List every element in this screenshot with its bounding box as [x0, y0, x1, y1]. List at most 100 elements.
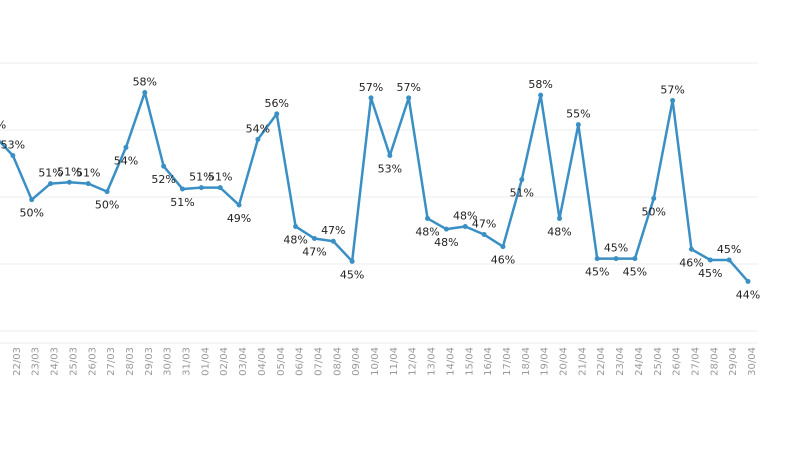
point	[198, 185, 204, 191]
point	[29, 197, 35, 203]
point	[726, 257, 732, 263]
value-label: 58%	[133, 75, 157, 88]
x-tick-label: 13/04	[427, 347, 438, 376]
value-label: 51%	[510, 187, 534, 200]
value-label: 49%	[227, 212, 251, 225]
value-label: 55%	[0, 118, 6, 131]
value-label: 57%	[359, 81, 383, 94]
point	[519, 177, 525, 183]
value-label: 50%	[642, 205, 666, 218]
x-tick-label: 17/04	[502, 347, 513, 376]
point	[651, 195, 657, 201]
value-label: 57%	[396, 81, 420, 94]
x-tick-label: 24/03	[50, 347, 61, 376]
value-label: 51%	[76, 167, 100, 180]
x-tick-label: 22/03	[12, 347, 23, 376]
x-tick-label: 08/04	[332, 347, 343, 376]
x-tick-label: 07/04	[313, 347, 324, 376]
value-label: 48%	[453, 209, 477, 222]
x-tick-label: 29/03	[144, 347, 155, 376]
value-label: 48%	[434, 236, 458, 249]
value-label: 48%	[415, 225, 439, 238]
value-label: 56%	[265, 97, 289, 110]
value-label: 53%	[1, 138, 25, 151]
point	[688, 246, 694, 252]
value-label: 50%	[19, 207, 43, 220]
x-tick-label: 25/04	[653, 347, 664, 376]
x-tick-label: 25/03	[68, 347, 79, 376]
x-tick-label: 21/04	[577, 347, 588, 376]
value-label: 45%	[340, 268, 364, 281]
value-label: 55%	[566, 108, 590, 121]
point	[425, 215, 431, 221]
point	[180, 186, 185, 192]
value-label: 58%	[528, 78, 552, 91]
value-label: 57%	[660, 84, 684, 97]
x-tick-label: 26/03	[87, 347, 98, 376]
point	[330, 238, 336, 244]
x-tick-label: 16/04	[483, 347, 494, 376]
point	[236, 202, 242, 208]
x-tick-label: 15/04	[464, 347, 475, 376]
point	[311, 236, 317, 242]
x-tick-label: 10/04	[370, 347, 381, 376]
point	[104, 189, 110, 195]
x-tick-label: 29/04	[728, 347, 739, 376]
value-label: 45%	[585, 266, 609, 279]
x-tick-label: 31/03	[182, 347, 193, 376]
value-label: 51%	[189, 171, 213, 184]
x-tick-label: 23/03	[31, 347, 42, 376]
point	[85, 181, 91, 187]
point	[538, 92, 544, 98]
point	[500, 244, 506, 250]
x-tick-label: 03/04	[238, 347, 249, 376]
value-label: 45%	[623, 266, 647, 279]
point	[293, 223, 299, 229]
point	[387, 152, 393, 158]
value-label: 54%	[114, 154, 138, 167]
point	[368, 95, 374, 101]
point	[142, 89, 148, 95]
point	[406, 95, 412, 101]
x-tick-label: 14/04	[445, 347, 456, 376]
value-label: 51%	[208, 171, 232, 184]
x-tick-label: 12/04	[408, 347, 419, 376]
value-label: 45%	[604, 242, 628, 255]
value-label: 47%	[321, 224, 345, 237]
value-label: 52%	[151, 173, 175, 186]
point	[349, 258, 355, 264]
value-label: 47%	[472, 218, 496, 231]
value-label: 51%	[170, 196, 194, 209]
point	[274, 111, 280, 117]
point	[217, 185, 223, 191]
value-label: 48%	[283, 233, 307, 246]
x-tick-label: 26/04	[672, 347, 683, 376]
x-tick-label: 28/03	[125, 347, 136, 376]
x-tick-label: 30/04	[747, 347, 758, 376]
point	[745, 278, 751, 284]
x-tick-label: 27/03	[106, 347, 117, 376]
x-tick-label: 18/04	[521, 347, 532, 376]
x-tick-label: 02/04	[219, 347, 230, 376]
point	[123, 144, 129, 150]
x-tick-label: 05/04	[276, 347, 287, 376]
value-label: 44%	[736, 288, 760, 301]
x-tick-label: 04/04	[257, 347, 268, 376]
value-label: 46%	[679, 256, 703, 269]
point	[557, 215, 562, 221]
value-label: 50%	[95, 199, 119, 212]
value-label: 53%	[378, 162, 402, 175]
value-label: 45%	[698, 267, 722, 280]
point	[10, 152, 16, 158]
x-tick-label: 22/04	[596, 347, 607, 376]
point	[594, 256, 600, 262]
point	[613, 256, 619, 262]
value-label: 46%	[491, 254, 515, 267]
point	[462, 223, 468, 229]
x-tick-label: 11/04	[389, 347, 400, 376]
point	[632, 256, 638, 262]
point	[670, 98, 676, 104]
point	[443, 226, 449, 232]
